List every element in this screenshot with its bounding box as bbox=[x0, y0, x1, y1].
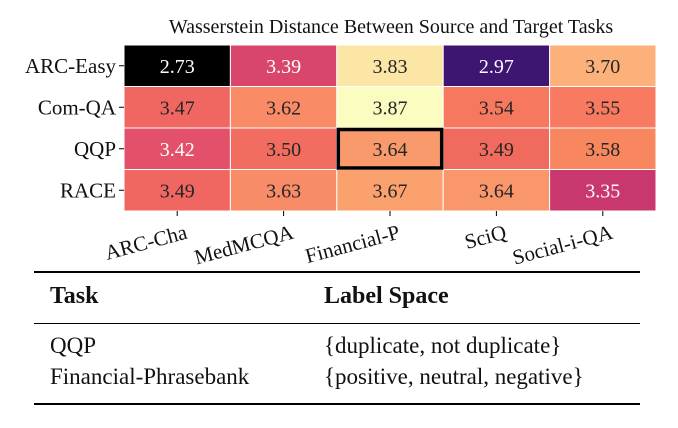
heatmap-cell-label: 3.62 bbox=[266, 97, 301, 119]
heatmap-cell-label: 3.50 bbox=[266, 139, 301, 161]
heatmap-cell-label: 3.64 bbox=[373, 139, 408, 161]
heatmap-cell bbox=[229, 127, 338, 170]
heatmap-cell-label: 3.70 bbox=[585, 56, 620, 78]
row-label-space: {positive, neutral, negative} bbox=[324, 364, 584, 389]
chart-title: Wasserstein Distance Between Source and … bbox=[169, 16, 614, 38]
heatmap-cell bbox=[336, 44, 444, 87]
heatmap-cell-label: 3.54 bbox=[479, 97, 514, 119]
heatmap-cell-label: 3.67 bbox=[373, 180, 408, 202]
heatmap-cell-label: 3.87 bbox=[373, 97, 408, 119]
heatmap-cell bbox=[229, 44, 338, 87]
heatmap-cell bbox=[442, 127, 551, 170]
header-task: Task bbox=[50, 283, 99, 309]
heatmap-cell-label: 3.63 bbox=[266, 180, 301, 202]
heatmap-cell bbox=[549, 86, 657, 129]
row-task: Financial-Phrasebank bbox=[50, 364, 250, 389]
row-task: QQP bbox=[50, 333, 97, 358]
row-label-space: {duplicate, not duplicate} bbox=[324, 333, 562, 358]
heatmap-chart: Wasserstein Distance Between Source and … bbox=[25, 16, 657, 270]
heatmap-cell-label: 3.42 bbox=[160, 139, 195, 161]
heatmap-cell bbox=[336, 169, 444, 212]
row-label: QQP bbox=[74, 137, 116, 161]
heatmap-cell bbox=[549, 169, 657, 212]
row-label: ARC-Easy bbox=[25, 54, 116, 78]
heatmap-cell-label: 2.73 bbox=[160, 56, 195, 78]
heatmap-cell-label: 2.97 bbox=[479, 56, 514, 78]
row-label: Com-QA bbox=[38, 95, 117, 119]
column-labels: ARC-Cha MedMCQA Financial-P SciQ Social-i-QA bbox=[102, 211, 616, 270]
table-bottom-rule bbox=[34, 403, 640, 405]
column-label: Financial-P bbox=[303, 220, 403, 268]
heatmap-cell bbox=[123, 44, 231, 87]
heatmap-cell-label: 3.83 bbox=[373, 56, 408, 78]
table-mid-rule bbox=[34, 323, 640, 325]
heatmap-cell-label: 3.47 bbox=[160, 97, 195, 119]
column-label: Social-i-QA bbox=[510, 220, 616, 270]
heatmap-cell-label: 3.39 bbox=[266, 56, 301, 78]
heatmap-cell-label: 3.55 bbox=[585, 97, 620, 119]
heatmap-cell-labels: 2.73 3.39 3.83 2.97 3.70 3.47 3.62 3.87 3.54 3.55… bbox=[160, 56, 621, 203]
heatmap-cell-label: 3.49 bbox=[479, 139, 514, 161]
row-label: RACE bbox=[60, 178, 116, 202]
heatmap-cell bbox=[336, 86, 444, 129]
header-label-space: Label Space bbox=[324, 283, 449, 309]
heatmap-cell-label: 3.64 bbox=[479, 180, 514, 202]
heatmap-cell-label: 3.35 bbox=[585, 180, 620, 202]
heatmap-cell-label: 3.58 bbox=[585, 139, 620, 161]
column-label: SciQ bbox=[462, 220, 509, 254]
heatmap-cell-label: 3.49 bbox=[160, 180, 195, 202]
highlight-box bbox=[336, 127, 444, 170]
heatmap-cell bbox=[442, 169, 551, 212]
row-labels: ARC-Easy Com-QA QQP RACE bbox=[25, 54, 124, 202]
heatmap-cell bbox=[229, 169, 338, 212]
table-top-rule bbox=[34, 271, 640, 273]
column-label: ARC-Cha bbox=[102, 220, 190, 265]
column-label: MedMCQA bbox=[192, 220, 297, 270]
heatmap-cells bbox=[123, 44, 657, 212]
